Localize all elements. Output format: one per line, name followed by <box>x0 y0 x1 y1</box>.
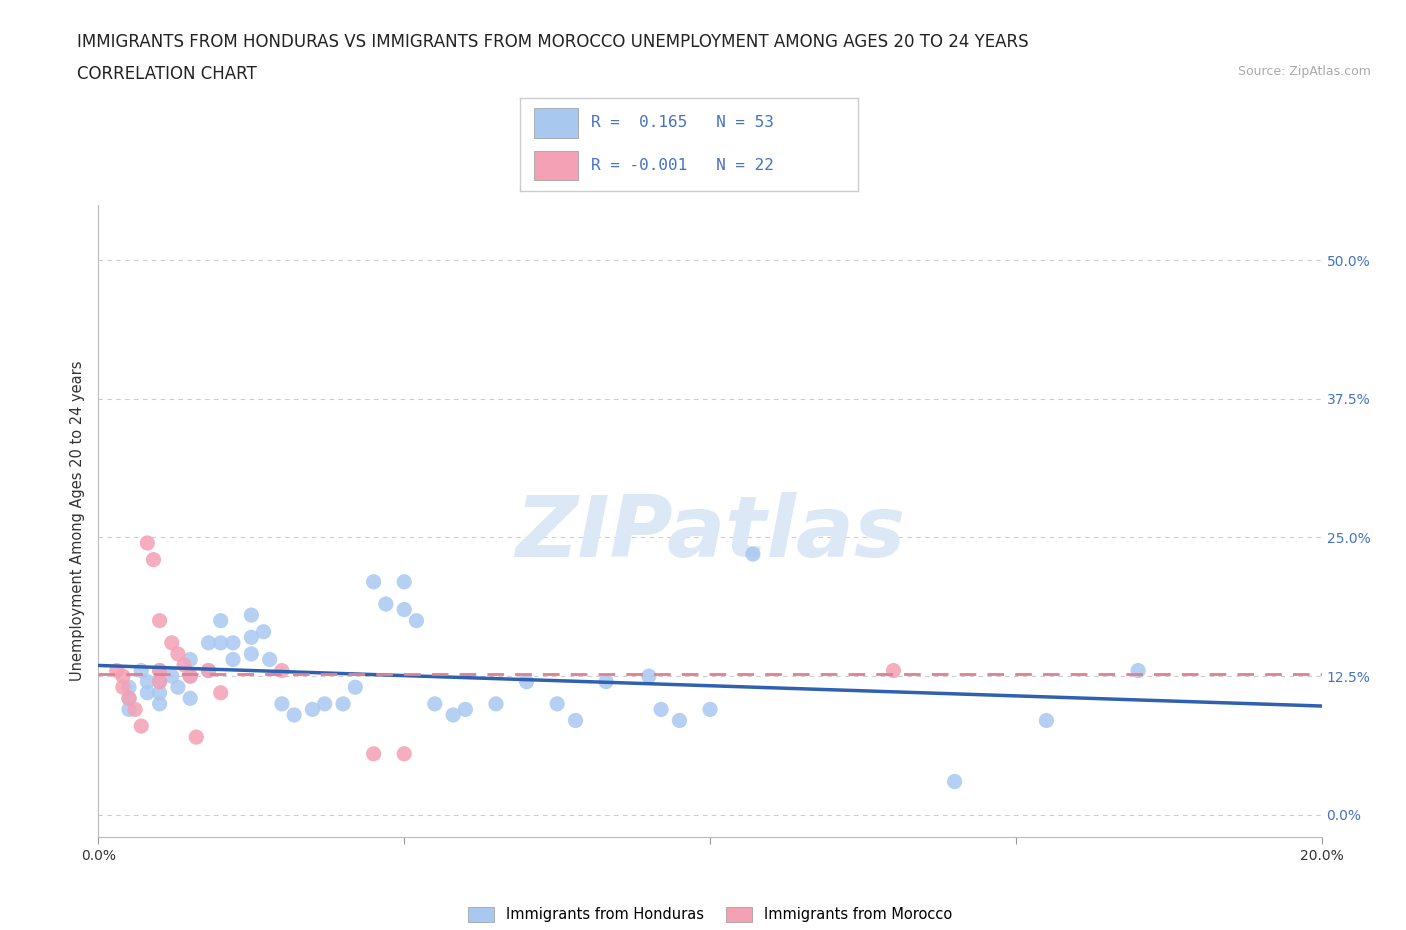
Text: CORRELATION CHART: CORRELATION CHART <box>77 65 257 83</box>
Point <box>270 663 292 678</box>
Point <box>149 685 172 700</box>
Point <box>1128 663 1150 678</box>
Point <box>668 713 690 728</box>
Point <box>516 674 538 689</box>
Point <box>111 680 134 695</box>
Point <box>943 774 966 789</box>
Point <box>129 663 152 678</box>
Legend: Immigrants from Honduras, Immigrants from Morocco: Immigrants from Honduras, Immigrants fro… <box>463 901 957 928</box>
Point <box>186 730 208 745</box>
Point <box>883 663 905 678</box>
Point <box>301 702 323 717</box>
Point <box>149 613 172 628</box>
Point <box>454 702 477 717</box>
Point <box>149 674 172 689</box>
Y-axis label: Unemployment Among Ages 20 to 24 years: Unemployment Among Ages 20 to 24 years <box>70 361 86 681</box>
Point <box>240 646 263 661</box>
Point <box>197 635 219 650</box>
Text: IMMIGRANTS FROM HONDURAS VS IMMIGRANTS FROM MOROCCO UNEMPLOYMENT AMONG AGES 20 T: IMMIGRANTS FROM HONDURAS VS IMMIGRANTS F… <box>77 33 1029 50</box>
Point <box>423 697 446 711</box>
Point <box>160 635 183 650</box>
Text: ZIPatlas: ZIPatlas <box>515 492 905 575</box>
Point <box>149 674 172 689</box>
Point <box>173 658 195 672</box>
Point <box>392 602 416 617</box>
Point <box>136 536 159 551</box>
Point <box>637 669 661 684</box>
Text: Source: ZipAtlas.com: Source: ZipAtlas.com <box>1237 65 1371 78</box>
Point <box>240 607 263 622</box>
Point <box>160 669 183 684</box>
Point <box>222 652 245 667</box>
Point <box>179 691 201 706</box>
Point <box>197 663 219 678</box>
Point <box>136 685 159 700</box>
Point <box>252 624 274 639</box>
Point <box>149 663 172 678</box>
Point <box>111 669 134 684</box>
Point <box>240 630 263 644</box>
Point <box>314 697 336 711</box>
Point <box>118 691 141 706</box>
Point <box>374 596 396 611</box>
Point <box>179 652 201 667</box>
Point <box>179 669 201 684</box>
Point <box>197 663 219 678</box>
Point <box>441 708 464 723</box>
Point <box>209 613 232 628</box>
Point <box>392 575 416 590</box>
Point <box>392 747 416 762</box>
Point <box>259 652 281 667</box>
Point <box>142 552 165 567</box>
Point <box>118 702 141 717</box>
Point <box>344 680 367 695</box>
Point <box>209 635 232 650</box>
Bar <box>534 151 578 180</box>
Point <box>118 691 141 706</box>
Point <box>363 747 385 762</box>
Text: R =  0.165   N = 53: R = 0.165 N = 53 <box>591 115 773 130</box>
Point <box>405 613 427 628</box>
Bar <box>534 108 578 138</box>
Point <box>124 702 146 717</box>
Point <box>332 697 354 711</box>
Point <box>546 697 568 711</box>
Point <box>650 702 672 717</box>
Point <box>741 547 763 562</box>
Point <box>167 646 190 661</box>
Point <box>136 674 159 689</box>
Point <box>485 697 508 711</box>
Point <box>105 663 128 678</box>
Point <box>699 702 721 717</box>
Point <box>564 713 586 728</box>
Point <box>179 669 201 684</box>
Point <box>1035 713 1057 728</box>
Point <box>209 685 232 700</box>
Point <box>118 680 141 695</box>
Point <box>149 697 172 711</box>
Point <box>595 674 617 689</box>
Point <box>363 575 385 590</box>
Point <box>222 635 245 650</box>
Point <box>167 680 190 695</box>
Point <box>283 708 305 723</box>
Text: R = -0.001   N = 22: R = -0.001 N = 22 <box>591 158 773 173</box>
Point <box>129 719 152 734</box>
Point <box>270 697 292 711</box>
Point <box>149 663 172 678</box>
